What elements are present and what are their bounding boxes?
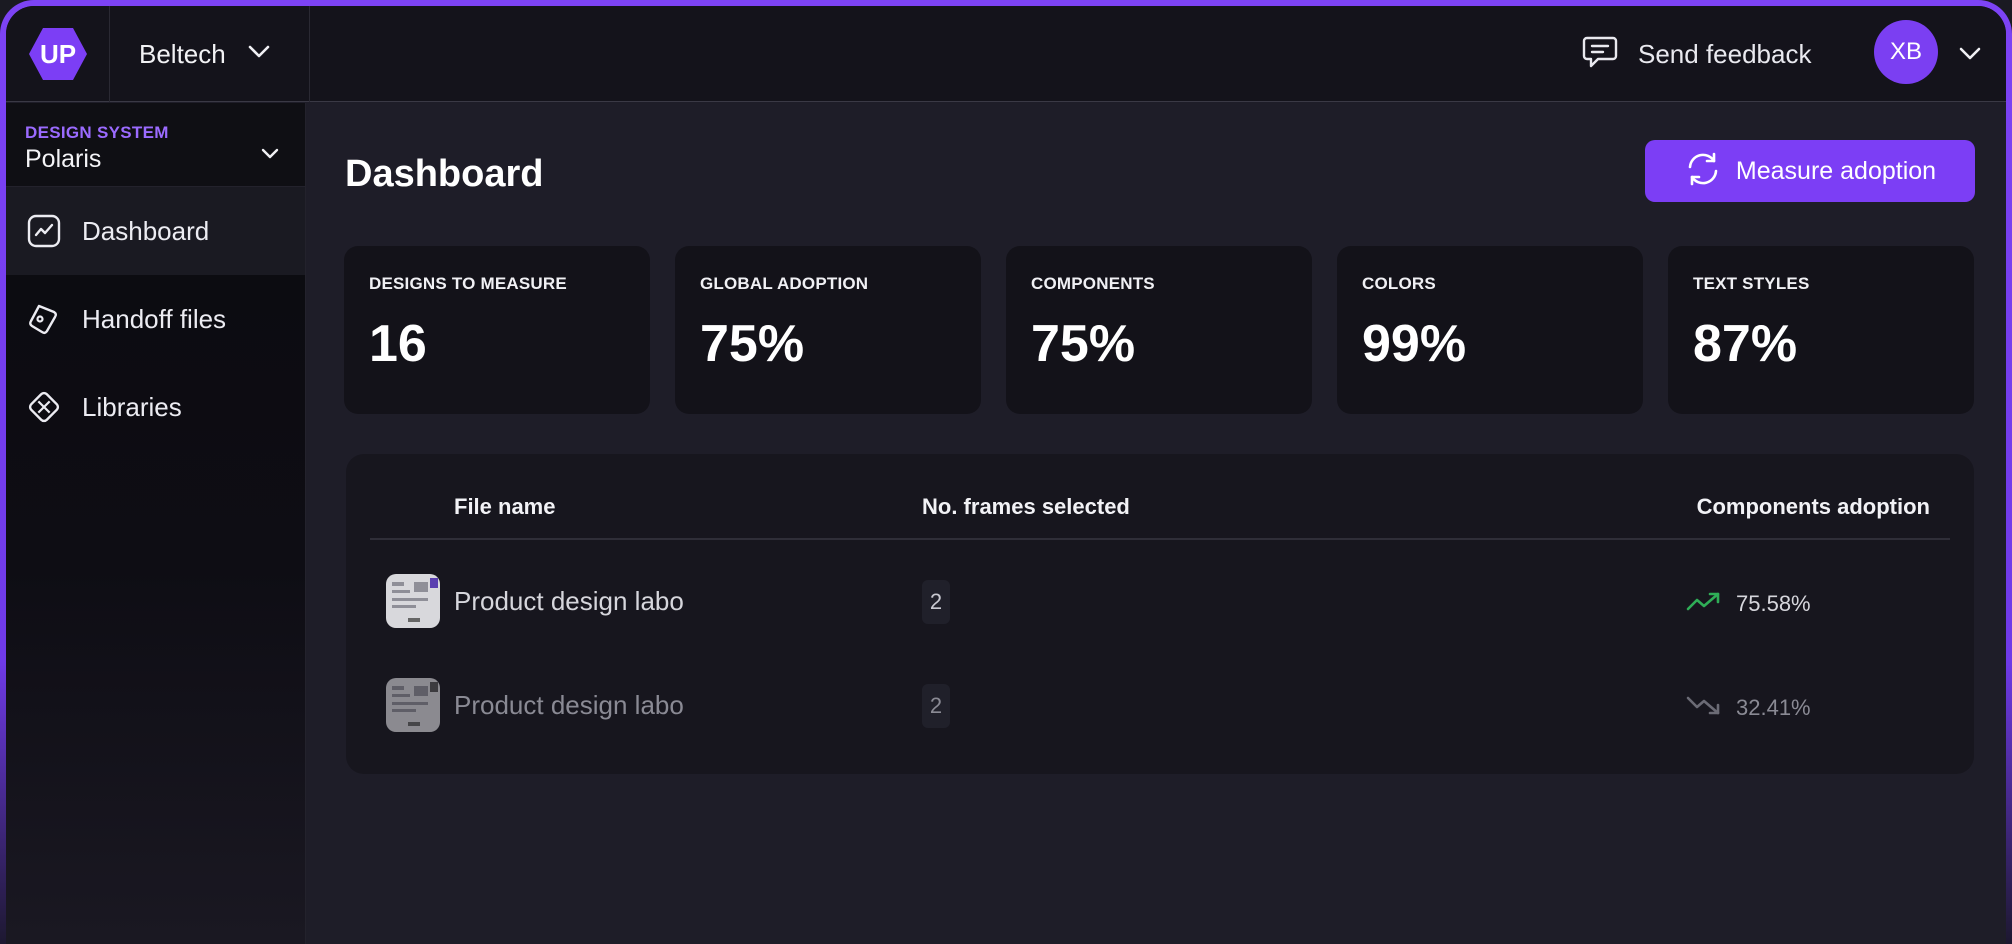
logo-cell: UP (6, 6, 110, 102)
trend-down-icon (1686, 694, 1722, 722)
stat-card-designs-to-measure: DESIGNS TO MEASURE 16 (344, 246, 650, 414)
design-system-value: Polaris (25, 145, 102, 173)
send-feedback-button[interactable]: Send feedback (1582, 34, 1811, 74)
stat-label: TEXT STYLES (1693, 274, 1810, 293)
page-title: Dashboard (345, 153, 544, 195)
stat-value: 87% (1693, 315, 1798, 373)
frames-count-badge: 2 (922, 580, 950, 624)
sidebar-item-label: Dashboard (82, 215, 210, 246)
account-menu-chevron-icon[interactable] (1956, 42, 1984, 66)
tag-icon (26, 301, 62, 337)
app-window: UP Beltech Send feedback (6, 6, 2006, 944)
design-system-selector[interactable]: DESIGN SYSTEM Polaris (6, 103, 305, 187)
logo-text: UP (39, 39, 75, 69)
adoption-cell: 32.41% (1686, 694, 1811, 722)
file-thumbnail (386, 678, 440, 732)
adoption-cell: 75.58% (1686, 590, 1811, 618)
org-name: Beltech (139, 38, 226, 69)
stat-value: 75% (700, 315, 805, 373)
stat-value: 75% (1031, 315, 1136, 373)
file-thumbnail (386, 574, 440, 628)
sidebar-item-label: Libraries (82, 391, 182, 422)
sidebar-item-label: Handoff files (82, 303, 227, 334)
adoption-value: 32.41% (1736, 695, 1811, 720)
stat-label: COMPONENTS (1031, 274, 1155, 293)
design-system-label: DESIGN SYSTEM (25, 123, 169, 142)
send-feedback-label: Send feedback (1638, 38, 1812, 69)
chevron-down-icon (248, 45, 270, 64)
stat-card-colors: COLORS 99% (1337, 246, 1643, 414)
stat-card-components: COMPONENTS 75% (1006, 246, 1312, 414)
file-name: Product design labo (454, 690, 684, 720)
measure-adoption-label: Measure adoption (1735, 156, 1937, 185)
adoption-value: 75.58% (1736, 591, 1811, 616)
stat-value: 99% (1362, 315, 1467, 373)
file-name: Product design labo (454, 586, 684, 616)
components-icon (26, 389, 62, 425)
sidebar: DESIGN SYSTEM Polaris Dashboard (6, 103, 306, 944)
stat-card-global-adoption: GLOBAL ADOPTION 75% (675, 246, 981, 414)
refresh-icon (1684, 151, 1722, 192)
stat-label: COLORS (1362, 274, 1436, 293)
measure-adoption-button[interactable]: Measure adoption (1645, 140, 1975, 202)
stat-label: GLOBAL ADOPTION (700, 274, 869, 293)
stat-card-text-styles: TEXT STYLES 87% (1668, 246, 1974, 414)
avatar[interactable]: XB (1874, 20, 1938, 84)
top-bar: UP Beltech Send feedback (6, 6, 2006, 102)
chart-line-icon (26, 213, 62, 249)
header-divider (370, 538, 1950, 540)
main-content: Dashboard Measure adoption DESIGNS TO ME… (306, 103, 2006, 944)
sidebar-item-dashboard[interactable]: Dashboard (6, 187, 305, 275)
column-header-file-name[interactable]: File name (454, 494, 556, 519)
stat-value: 16 (369, 315, 427, 373)
table-row[interactable]: Product design labo 2 32.41% (346, 658, 1974, 758)
chevron-down-icon (261, 147, 279, 165)
stat-label: DESIGNS TO MEASURE (369, 274, 567, 293)
trend-up-icon (1686, 590, 1722, 618)
files-table: File name No. frames selected Components… (346, 454, 1974, 774)
chat-icon (1582, 35, 1618, 74)
column-header-components-adoption[interactable]: Components adoption (1696, 494, 1930, 519)
app-logo[interactable]: UP (28, 26, 88, 82)
sidebar-item-libraries[interactable]: Libraries (6, 363, 305, 451)
frames-count-badge: 2 (922, 684, 950, 728)
sidebar-item-handoff-files[interactable]: Handoff files (6, 275, 305, 363)
table-row[interactable]: Product design labo 2 75.58% (346, 554, 1974, 654)
org-switcher[interactable]: Beltech (110, 6, 310, 102)
column-header-frames[interactable]: No. frames selected (922, 494, 1130, 519)
